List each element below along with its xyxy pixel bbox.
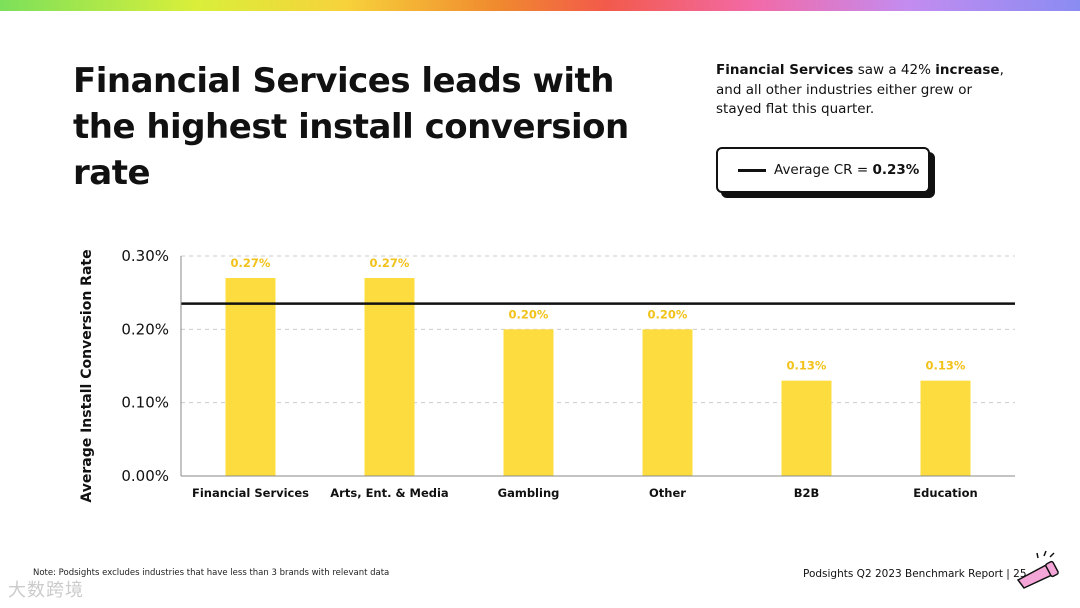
x-tick-label: Other	[649, 486, 686, 500]
x-tick-label: Arts, Ent. & Media	[330, 486, 448, 500]
legend-text: Average CR = 0.23%	[774, 162, 919, 178]
bar	[642, 329, 693, 476]
y-tick-label: 0.20%	[121, 320, 169, 338]
bar	[781, 380, 832, 476]
footnote: Note: Podsights excludes industries that…	[33, 568, 390, 578]
bar-data-label: 0.20%	[509, 307, 549, 321]
page-title: Financial Services leads with the highes…	[73, 58, 673, 196]
bar-data-label: 0.20%	[648, 307, 688, 321]
report-footer: Podsights Q2 2023 Benchmark Report | 25	[803, 568, 1027, 580]
x-tick-label: Financial Services	[192, 486, 309, 500]
grid-layer	[181, 255, 1015, 404]
summary-bold-increase: increase	[935, 62, 1000, 78]
bar-data-label: 0.27%	[231, 256, 271, 270]
x-tick-label: B2B	[794, 486, 820, 500]
y-tick-label: 0.00%	[121, 467, 169, 485]
bar-data-label: 0.13%	[787, 359, 827, 373]
label-layer: 0.27% Financial Services 0.27% Arts, Ent. &…	[181, 256, 1015, 500]
watermark: 大数跨境	[8, 580, 84, 601]
legend-label: Average CR =	[774, 162, 873, 178]
bar-layer	[225, 278, 971, 476]
legend: Average CR = 0.23%	[716, 147, 936, 199]
bar	[225, 278, 276, 476]
y-axis-title: Average Install Conversion Rate	[79, 249, 95, 502]
summary-text: Financial Services saw a 42% increase, a…	[716, 61, 1016, 120]
y-tick-label: 0.10%	[121, 394, 169, 412]
title-bold: Financial Services	[73, 61, 411, 101]
axis-layer: 0.00% 0.10% 0.20% 0.30%	[121, 247, 1015, 485]
summary-bold-industry: Financial Services	[716, 62, 854, 78]
bar	[503, 329, 554, 476]
x-tick-label: Education	[913, 486, 977, 500]
bar	[364, 278, 415, 476]
bar-data-label: 0.13%	[926, 359, 966, 373]
rainbow-header-bar	[0, 0, 1080, 11]
bar-data-label: 0.27%	[370, 256, 410, 270]
summary-rest: , and all other industries either grew o…	[716, 62, 1004, 117]
y-tick-label: 0.30%	[121, 247, 169, 265]
summary-mid: saw a 42%	[853, 62, 936, 78]
legend-line-swatch	[738, 168, 766, 172]
legend-value: 0.23%	[872, 162, 920, 178]
legend-box: Average CR = 0.23%	[716, 147, 930, 193]
megaphone-icon	[1016, 550, 1059, 589]
x-tick-label: Gambling	[498, 486, 560, 500]
bar	[920, 380, 971, 476]
title-rest: leads with the highest install conversio…	[73, 61, 629, 193]
